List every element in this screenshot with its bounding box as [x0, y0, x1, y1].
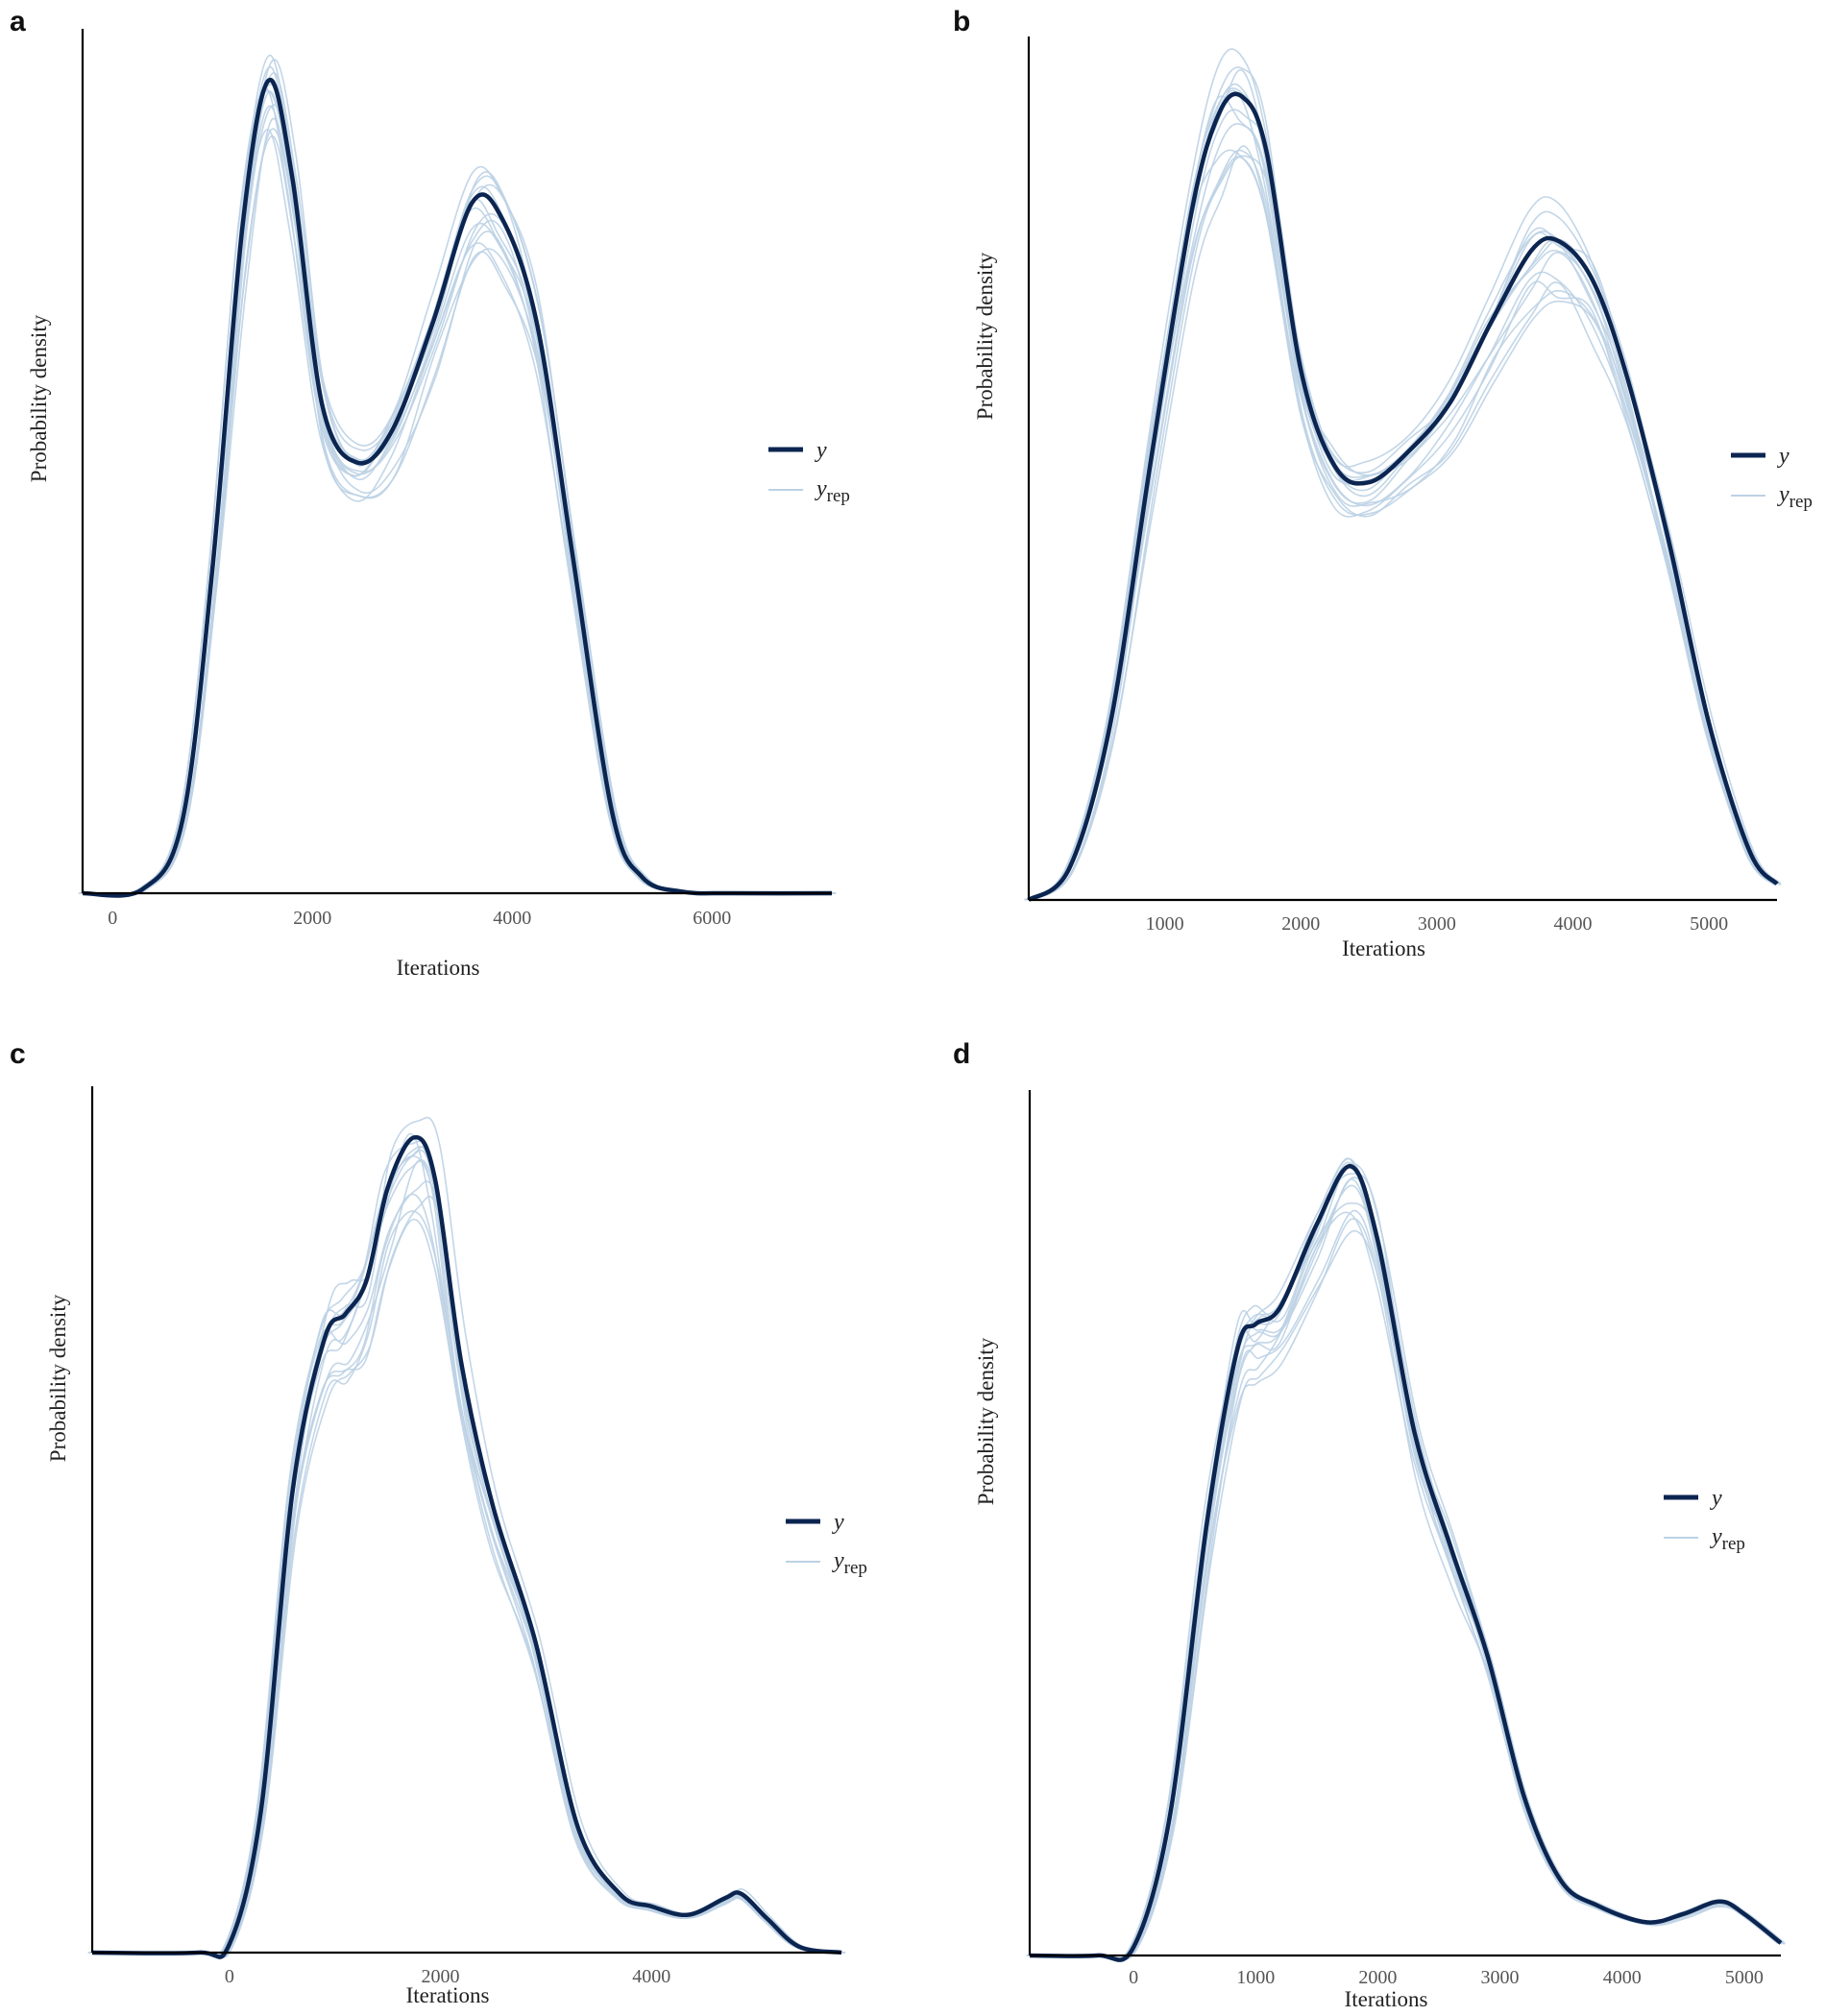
- panel-letter: b: [953, 6, 970, 37]
- legend: y yrep: [1664, 1486, 1745, 1554]
- panel-b: b 1000 2000 3000 4000 5000 Iterations Probabili…: [953, 6, 1813, 960]
- yrep-series-line: [85, 59, 836, 897]
- legend-yrep-label: yrep: [1710, 1524, 1745, 1554]
- legend: y yrep: [786, 1510, 867, 1578]
- yrep-series-line: [1033, 1209, 1786, 1960]
- legend-yrep-subscript: rep: [827, 486, 850, 506]
- legend: y yrep: [1731, 444, 1813, 512]
- yrep-series-line: [1031, 145, 1781, 901]
- legend: y yrep: [768, 438, 850, 506]
- y-series-line: [1027, 91, 1779, 902]
- yrep-series-line: [85, 128, 835, 896]
- yrep-series-line: [96, 1116, 846, 1958]
- x-tick-label: 5000: [1690, 913, 1728, 935]
- yrep-series-line: [92, 1155, 842, 1958]
- yrep-series-line: [88, 1149, 839, 1958]
- x-tick-label: 0: [1129, 1967, 1138, 1988]
- x-axis-title: Iterations: [397, 956, 480, 980]
- yrep-series-line: [88, 1193, 840, 1957]
- y-series-line: [82, 77, 833, 898]
- yrep-series-line: [87, 1132, 838, 1958]
- y-axis-title: Probability density: [973, 252, 997, 420]
- x-tick-label: 4000: [1603, 1967, 1642, 1988]
- yrep-series-line: [1029, 1173, 1782, 1961]
- panel-a: a 0 2000 4000 6000 Iterations Probability dens…: [10, 6, 850, 980]
- x-tick-label: 3000: [1481, 1967, 1520, 1988]
- yrep-series-line: [96, 1195, 846, 1958]
- legend-yrep-label: yrep: [1777, 482, 1813, 512]
- x-axis-title: Iterations: [1345, 1987, 1428, 2011]
- yrep-series-line: [87, 1160, 838, 1958]
- yrep-series-line: [1029, 1202, 1781, 1960]
- legend-y-label: y: [1777, 444, 1789, 469]
- x-tick-label: 6000: [693, 908, 731, 929]
- x-tick-label: 4000: [632, 1966, 670, 1987]
- legend-y-label: y: [815, 438, 827, 463]
- legend-yrep-label: yrep: [832, 1548, 867, 1578]
- x-tick-label: 0: [225, 1966, 234, 1987]
- x-tick-label: 2000: [422, 1966, 460, 1987]
- panel-letter: a: [10, 6, 26, 37]
- legend-yrep-subscript: rep: [1722, 1534, 1745, 1554]
- panel-d: d 0 1000 2000 3000 4000 5000 Iterations Probabil…: [953, 1038, 1786, 2011]
- x-tick-label: 2000: [1281, 913, 1320, 935]
- yrep-series-line: [1034, 1229, 1786, 1960]
- x-axis-title: Iterations: [406, 1983, 490, 2007]
- y-axis-title: Probability density: [974, 1337, 998, 1505]
- yrep-series-line: [1026, 1157, 1779, 1961]
- x-tick-label: 1000: [1146, 913, 1184, 935]
- legend-y-label: y: [1710, 1486, 1722, 1511]
- yrep-series-line: [1029, 1211, 1781, 1961]
- legend-yrep-subscript: rep: [1789, 492, 1813, 512]
- yrep-series-line: [1030, 1178, 1783, 1961]
- yrep-series-line: [1029, 1157, 1781, 1961]
- yrep-series-line: [85, 135, 836, 897]
- yrep-series-line: [1034, 1163, 1786, 1961]
- yrep-series-line: [89, 1146, 840, 1958]
- x-tick-label: 0: [108, 908, 117, 929]
- yrep-series-line: [1033, 1176, 1785, 1961]
- x-tick-label: 1000: [1236, 1967, 1275, 1988]
- yrep-series-line: [91, 1218, 841, 1958]
- yrep-series-line: [1026, 1161, 1778, 1961]
- yrep-series-line: [93, 1180, 843, 1958]
- y-axis-title: Probability density: [46, 1294, 70, 1462]
- panel-letter: c: [10, 1038, 26, 1070]
- yrep-series-line: [1033, 1184, 1785, 1961]
- x-tick-label: 5000: [1725, 1967, 1764, 1988]
- yrep-series-line: [95, 1158, 846, 1958]
- yrep-series-line: [1026, 156, 1776, 901]
- panel-c: c 0 2000 4000 Iterations Probability density y…: [10, 1038, 867, 2007]
- panel-letter: d: [953, 1038, 970, 1070]
- legend-y-label: y: [832, 1510, 844, 1535]
- legend-yrep-subscript: rep: [844, 1558, 867, 1578]
- yrep-series-line: [88, 1140, 840, 1958]
- x-tick-label: 2000: [1358, 1967, 1397, 1988]
- x-axis-title: Iterations: [1342, 936, 1425, 960]
- x-tick-label: 3000: [1418, 913, 1456, 935]
- yrep-series-line: [86, 104, 837, 897]
- x-tick-label: 4000: [493, 908, 531, 929]
- x-tick-label: 2000: [293, 908, 331, 929]
- x-tick-label: 4000: [1554, 913, 1593, 935]
- yrep-series-line: [93, 1210, 843, 1957]
- yrep-series-line: [1030, 1162, 1783, 1961]
- y-series-line: [1029, 1164, 1783, 1962]
- y-axis-title: Probability density: [27, 314, 51, 482]
- yrep-series-line: [1031, 1218, 1783, 1960]
- yrep-series-line: [1026, 48, 1776, 901]
- legend-yrep-label: yrep: [815, 476, 850, 506]
- y-series-line: [91, 1134, 842, 1959]
- yrep-series-line: [88, 1146, 839, 1958]
